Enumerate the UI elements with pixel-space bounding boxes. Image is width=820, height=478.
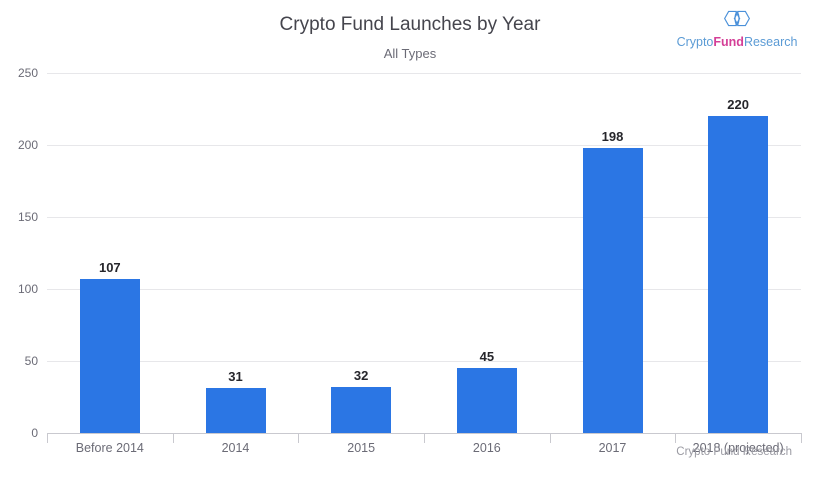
bar-2018-projected-[interactable] (708, 116, 769, 433)
y-axis-tick-label: 100 (17, 282, 38, 296)
bar-2015[interactable] (331, 386, 392, 433)
x-axis-category-label: 2017 (598, 441, 627, 455)
bar-value-label: 45 (479, 349, 495, 365)
bar-2016[interactable] (456, 368, 517, 433)
x-axis-tick (172, 434, 174, 443)
x-axis-tick (801, 434, 802, 443)
logo-word-fund: Fund (713, 35, 744, 49)
brand-logo[interactable]: CryptoFundResearch (677, 8, 798, 49)
x-axis-tick (47, 434, 48, 443)
logo-word-crypto: Crypto (676, 35, 714, 49)
bar-2017[interactable] (582, 147, 643, 433)
y-axis-tick-label: 200 (17, 138, 38, 152)
bar-value-label: 220 (727, 97, 749, 113)
x-axis-tick (675, 434, 677, 443)
gridline-150 (47, 217, 801, 218)
x-axis-tick (549, 434, 551, 443)
x-axis-tick (424, 434, 425, 443)
source-credit: Crypto Fund Research (676, 446, 792, 458)
x-axis-tick (298, 434, 300, 443)
bar-value-label: 198 (601, 128, 624, 144)
gridline-100 (47, 289, 801, 290)
y-axis-tick-label: 0 (31, 426, 38, 440)
x-axis-category-label: Before 2014 (75, 441, 144, 455)
bar-value-label: 107 (98, 259, 121, 275)
gridline-250 (47, 73, 801, 74)
x-axis-category-label: 2015 (347, 441, 376, 455)
chart-subtitle: All Types (383, 46, 437, 61)
y-axis-tick-label: 50 (24, 354, 38, 368)
y-axis-tick-label: 150 (17, 210, 38, 224)
hexagon-knot-icon (722, 8, 752, 34)
gridline-50 (47, 361, 801, 362)
bar-value-label: 32 (353, 367, 369, 383)
chart-title: Crypto Fund Launches by Year (279, 14, 541, 35)
bar-before-2014[interactable] (79, 278, 140, 433)
x-axis-line (47, 433, 802, 434)
x-axis-category-label: 2018 (projected) (692, 441, 784, 455)
bar-value-label: 31 (228, 369, 243, 385)
x-axis-category-label: 2016 (472, 441, 501, 455)
brand-logo-text: CryptoFundResearch (677, 35, 798, 49)
logo-word-research: Research (743, 35, 798, 49)
gridline-200 (47, 145, 801, 146)
bar-2014[interactable] (205, 388, 266, 433)
y-axis-tick-label: 250 (17, 66, 38, 80)
x-axis-category-label: 2014 (221, 441, 250, 455)
